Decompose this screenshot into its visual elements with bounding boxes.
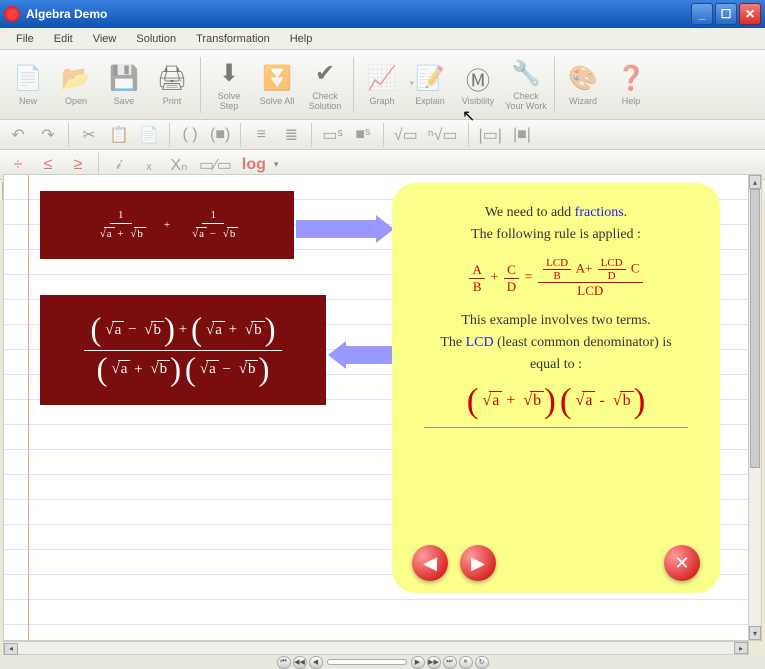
fmt-btn[interactable]: (■) [206,122,234,148]
menu-solution[interactable]: Solution [126,30,186,48]
scroll-up-button[interactable]: ▴ [749,175,761,189]
explain-icon: 📝 [414,63,446,95]
explanation-panel: We need to add fractions. The following … [392,183,720,593]
format-toolbar: ↶↷ ✂📋📄 ( )(■) ≡≣ ▭ˢ■ˢ √▭ⁿ√▭ |▭||■| [0,120,765,150]
rule-formula: AB + CD = LCDB A+ LCDD C LCD [404,257,708,299]
app-icon [4,6,20,22]
scroll-down-button[interactable]: ▾ [749,626,761,640]
fmt-btn[interactable]: ✂ [75,122,103,148]
fmt-btn[interactable]: √▭ [390,122,422,148]
fmt-btn[interactable]: ≣ [277,122,305,148]
wizard-button[interactable]: 🎨Wizard [559,53,607,117]
menu-help[interactable]: Help [280,30,323,48]
wizard-icon: 🎨 [567,63,599,95]
solve-step-button[interactable]: ⬇SolveStep [205,53,253,117]
divider [424,427,688,428]
explain-button[interactable]: 📝Explain [406,53,454,117]
fmt-btn[interactable]: |▭| [475,122,506,148]
open-button[interactable]: 📂Open [52,53,100,117]
fmt-btn[interactable]: ( ) [176,122,204,148]
graph-icon: 📈 [366,63,398,95]
open-icon: 📂 [60,63,92,95]
scroll-right-button[interactable]: ▸ [734,642,748,654]
title-bar: Algebra Demo _ ☐ ✕ [0,0,765,28]
visibility-button[interactable]: ⓂVisibility [454,53,502,117]
fractions-link[interactable]: fractions [575,205,624,220]
menu-file[interactable]: File [6,30,44,48]
fmt-btn[interactable]: ≡ [247,122,275,148]
close-button[interactable]: ✕ [739,3,761,25]
save-button[interactable]: 💾Save [100,53,148,117]
save-icon: 💾 [108,63,140,95]
math-dropdown-icon[interactable]: ▾ [274,159,279,170]
help-icon: ❓ [615,63,647,95]
check-solution-icon: ✔ [309,58,341,90]
fmt-btn[interactable]: 📋 [105,122,133,148]
menu-transformation[interactable]: Transformation [186,30,280,48]
new-button[interactable]: 📄New [4,53,52,117]
main-toolbar: 📄New📂Open💾Save🖨Print⬇SolveStep⏬Solve All… [0,50,765,120]
print-icon: 🖨 [156,63,188,95]
arrow-left-icon [328,341,396,369]
numerator: 1 [110,207,132,224]
lcd-link[interactable]: LCD [466,335,494,350]
menu-view[interactable]: View [83,30,127,48]
player-play-button[interactable]: ▶ [411,656,425,669]
scroll-thumb[interactable] [750,189,760,468]
maximize-button[interactable]: ☐ [715,3,737,25]
expression-box-1[interactable]: 1 a + b + 1 a − b [40,191,294,259]
fmt-btn[interactable]: ↷ [34,122,62,148]
solve-step-icon: ⬇ [213,58,245,90]
lcd-expression: (a + b) (a - b) [404,387,708,415]
player-track[interactable] [327,659,407,665]
window-title: Algebra Demo [26,7,689,21]
solve-all-icon: ⏬ [261,63,293,95]
numerator: 1 [202,207,224,224]
next-button[interactable]: ▶ [460,545,496,581]
player-prev-button[interactable]: ◀◀ [293,656,307,669]
expression-box-2[interactable]: (a − b) + (a + b) (a + b) (a − b) [40,295,326,405]
player-stop-button[interactable]: ⏸ [459,656,473,669]
close-panel-button[interactable]: ✕ [664,545,700,581]
check-work-button[interactable]: 🔧CheckYour Work [502,53,550,117]
print-button[interactable]: 🖨Print [148,53,196,117]
fmt-btn[interactable]: 📄 [135,122,163,148]
fmt-btn[interactable]: |■| [508,122,536,148]
minimize-button[interactable]: _ [691,3,713,25]
prev-button[interactable]: ◀ [412,545,448,581]
graph-button[interactable]: 📈Graph▾ [358,53,406,117]
player-fwd-button[interactable]: ▶▶ [427,656,441,669]
fmt-btn[interactable]: ■ˢ [349,122,377,148]
scroll-left-button[interactable]: ◂ [4,643,18,655]
check-work-icon: 🔧 [510,58,542,90]
player-back-button[interactable]: ◀ [309,656,323,669]
vertical-scrollbar[interactable]: ▴ ▾ [748,174,762,641]
margin-line [28,175,29,640]
visibility-icon: Ⓜ [462,63,494,95]
fmt-btn[interactable]: ⁿ√▭ [424,122,462,148]
solve-all-button[interactable]: ⏬Solve All [253,53,301,117]
playback-bar: ⏮ ◀◀ ◀ ▶ ▶▶ ⏭ ⏸ ↻ [0,655,765,669]
help-button[interactable]: ❓Help [607,53,655,117]
arrow-right-icon [296,215,394,243]
new-icon: 📄 [12,63,44,95]
fmt-btn[interactable]: ▭ˢ [318,122,347,148]
menu-edit[interactable]: Edit [44,30,83,48]
horizontal-scrollbar[interactable]: ◂ ▸ [3,641,749,655]
player-loop-button[interactable]: ↻ [475,656,489,669]
check-solution-button[interactable]: ✔CheckSolution [301,53,349,117]
menu-bar: FileEditViewSolutionTransformationHelp [0,28,765,50]
player-last-button[interactable]: ⏭ [443,656,457,669]
content-area: 1 a + b + 1 a − b (a − b) + (a + b) (a +… [3,174,749,641]
player-first-button[interactable]: ⏮ [277,656,291,669]
fmt-btn[interactable]: ↶ [4,122,32,148]
